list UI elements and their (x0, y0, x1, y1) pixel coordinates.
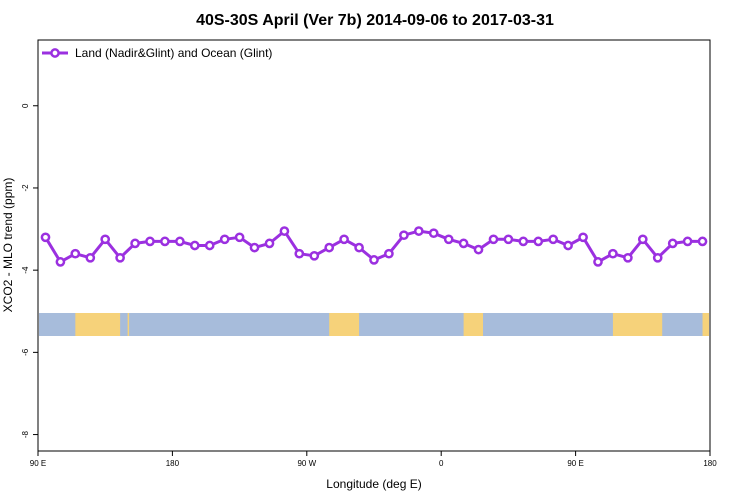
land-patch (75, 313, 121, 336)
legend-label: Land (Nadir&Glint) and Ocean (Glint) (75, 46, 272, 60)
data-point (682, 236, 693, 247)
data-point (399, 230, 409, 241)
data-point (578, 232, 588, 243)
y-axis: 0 -2 -4 -6 -8 (21, 103, 38, 438)
y-tick-label: -6 (21, 348, 30, 356)
map-strip (39, 313, 709, 336)
data-point (533, 236, 544, 247)
data-point (115, 252, 125, 263)
data-point (428, 228, 439, 239)
x-axis-label: Longitude (deg E) (326, 477, 421, 491)
data-point (309, 250, 320, 261)
y-tick-label: 0 (21, 103, 30, 108)
y-tick-label: -8 (21, 430, 30, 438)
legend: Land (Nadir&Glint) and Ocean (Glint) (42, 46, 272, 60)
land-patch (463, 313, 484, 336)
data-point (294, 248, 305, 259)
data-point (637, 234, 648, 245)
data-point (175, 236, 185, 247)
x-tick-label: 180 (166, 459, 180, 468)
x-tick-label: 90 E (30, 459, 46, 468)
x-tick-label: 90 W (297, 459, 316, 468)
data-point (189, 240, 200, 251)
data-point (413, 226, 424, 236)
x-axis: 90 E 180 90 W 0 90 E 180 (30, 451, 717, 468)
y-axis-label: XCO2 - MLO trend (ppm) (1, 178, 15, 313)
data-point (593, 257, 603, 267)
data-point (354, 242, 364, 253)
data-point (204, 240, 215, 251)
ocean-band (39, 313, 709, 336)
data-point (85, 252, 96, 263)
data-point (548, 234, 559, 245)
data-point (70, 248, 81, 259)
data-point (384, 248, 394, 259)
data-point (608, 248, 618, 259)
series-layer (40, 226, 708, 267)
data-point (488, 234, 499, 245)
data-point (473, 244, 484, 255)
data-point (279, 226, 290, 236)
data-point (40, 232, 51, 243)
data-point (145, 236, 155, 247)
data-point (443, 234, 454, 245)
data-point (130, 238, 140, 249)
data-point (339, 234, 349, 245)
data-point (100, 234, 111, 245)
data-point (55, 257, 66, 267)
land-patch (702, 313, 709, 336)
data-point (503, 234, 514, 245)
data-point (264, 238, 275, 249)
data-point (563, 240, 573, 251)
legend-marker (50, 48, 60, 58)
data-point (160, 236, 170, 247)
y-tick-label: -4 (21, 266, 30, 274)
land-patch (329, 313, 360, 336)
data-point (667, 238, 678, 249)
x-tick-label: 90 E (567, 459, 583, 468)
data-point (518, 236, 529, 247)
data-point (234, 232, 245, 243)
y-tick-label: -2 (21, 184, 30, 192)
data-point (458, 238, 469, 249)
data-point (249, 242, 260, 253)
data-point (652, 252, 663, 263)
x-tick-label: 0 (439, 459, 444, 468)
data-point (369, 255, 379, 265)
data-point (623, 252, 633, 263)
data-point (697, 236, 708, 247)
chart-title: 40S-30S April (Ver 7b) 2014-09-06 to 201… (196, 12, 554, 29)
land-patch (127, 313, 130, 336)
data-point (324, 242, 335, 253)
plot-frame (37, 39, 711, 452)
x-tick-label: 180 (703, 459, 717, 468)
land-patch (612, 313, 663, 336)
data-point (219, 234, 230, 245)
